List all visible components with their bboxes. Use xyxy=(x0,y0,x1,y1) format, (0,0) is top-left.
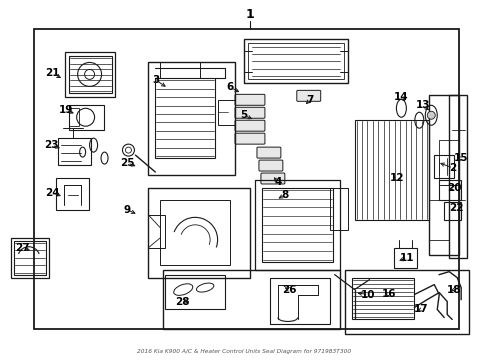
Text: 9: 9 xyxy=(123,205,131,215)
Text: 22: 22 xyxy=(448,203,463,213)
Text: 2: 2 xyxy=(448,163,456,173)
Bar xyxy=(148,188,249,278)
FancyBboxPatch shape xyxy=(256,147,280,158)
Text: 27: 27 xyxy=(16,243,30,253)
Text: 21: 21 xyxy=(45,68,60,78)
Bar xyxy=(11,238,49,278)
FancyBboxPatch shape xyxy=(235,133,264,144)
Text: 24: 24 xyxy=(45,188,60,198)
FancyBboxPatch shape xyxy=(235,107,264,118)
Bar xyxy=(448,95,466,258)
Circle shape xyxy=(427,111,434,119)
Text: 1: 1 xyxy=(245,8,254,21)
Bar xyxy=(438,180,460,200)
Text: 12: 12 xyxy=(389,173,404,183)
Text: 6: 6 xyxy=(226,82,233,93)
FancyBboxPatch shape xyxy=(235,94,264,105)
Bar xyxy=(344,270,468,334)
Bar xyxy=(14,241,46,275)
FancyBboxPatch shape xyxy=(235,120,264,131)
Bar xyxy=(428,95,458,255)
Bar xyxy=(64,53,115,97)
Text: 25: 25 xyxy=(120,158,134,168)
Text: 2016 Kia K900 A/C & Heater Control Units Seal Diagram for 971983T300: 2016 Kia K900 A/C & Heater Control Units… xyxy=(137,349,350,354)
Bar xyxy=(160,62,200,78)
Bar xyxy=(68,108,79,126)
Bar xyxy=(443,202,460,220)
Bar xyxy=(351,278,413,319)
Bar xyxy=(438,140,458,185)
Bar xyxy=(433,155,453,178)
FancyBboxPatch shape xyxy=(261,173,285,184)
Text: 16: 16 xyxy=(382,289,396,298)
Bar xyxy=(354,120,428,220)
Text: 17: 17 xyxy=(413,305,428,315)
Text: 23: 23 xyxy=(44,140,59,150)
Text: 10: 10 xyxy=(361,289,375,300)
Bar xyxy=(247,42,343,80)
Bar xyxy=(160,200,229,265)
Text: 4: 4 xyxy=(274,177,281,187)
Bar xyxy=(148,215,165,248)
Bar xyxy=(34,28,458,329)
Text: 5: 5 xyxy=(240,110,247,120)
Text: 18: 18 xyxy=(446,284,461,294)
Bar xyxy=(56,178,88,210)
Text: 20: 20 xyxy=(446,183,461,193)
Text: 13: 13 xyxy=(415,100,429,110)
Text: 7: 7 xyxy=(305,95,313,105)
Text: 19: 19 xyxy=(59,105,73,115)
Text: 8: 8 xyxy=(281,190,288,200)
Bar xyxy=(244,39,347,84)
Bar xyxy=(262,188,332,262)
FancyBboxPatch shape xyxy=(296,90,320,101)
Bar xyxy=(165,275,224,310)
Text: 11: 11 xyxy=(399,253,414,263)
Bar xyxy=(68,57,111,93)
Text: 14: 14 xyxy=(393,92,408,102)
Bar xyxy=(329,188,347,230)
Bar xyxy=(58,138,90,165)
Text: 3: 3 xyxy=(152,75,160,85)
Bar xyxy=(155,78,215,158)
Text: 26: 26 xyxy=(282,284,297,294)
Bar xyxy=(254,180,339,270)
Bar xyxy=(148,62,235,175)
Bar xyxy=(428,200,448,240)
Bar xyxy=(269,278,329,324)
Bar xyxy=(68,105,103,130)
Bar xyxy=(218,100,235,125)
Text: 28: 28 xyxy=(175,297,189,306)
Bar xyxy=(163,270,339,329)
FancyBboxPatch shape xyxy=(259,160,282,171)
Bar xyxy=(394,248,416,268)
Text: 15: 15 xyxy=(453,153,468,163)
